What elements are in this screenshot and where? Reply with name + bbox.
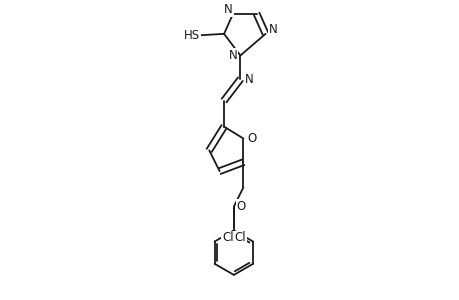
Text: HS: HS bbox=[184, 29, 200, 42]
Text: N: N bbox=[224, 3, 232, 16]
Text: Cl: Cl bbox=[234, 232, 245, 244]
Text: O: O bbox=[236, 200, 246, 213]
Text: N: N bbox=[268, 23, 277, 36]
Text: N: N bbox=[244, 73, 253, 86]
Text: Cl: Cl bbox=[222, 232, 233, 244]
Text: N: N bbox=[228, 49, 237, 62]
Text: O: O bbox=[246, 132, 256, 145]
